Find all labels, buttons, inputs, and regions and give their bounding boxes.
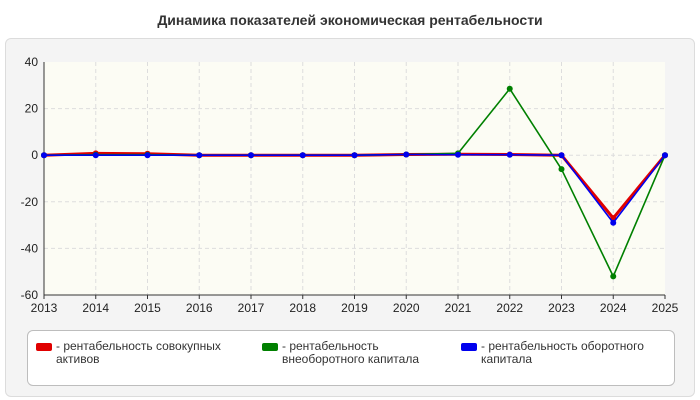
series-working-capital-point xyxy=(455,151,461,158)
x-tick-label: 2022 xyxy=(496,301,523,315)
legend-label-working-capital: - рентабельность оборотного капитала xyxy=(481,339,644,366)
y-tick-label: -40 xyxy=(21,241,39,255)
x-tick-label: 2014 xyxy=(82,301,109,315)
series-working-capital-point xyxy=(144,152,151,159)
series-working-capital-point xyxy=(351,152,358,159)
y-tick-label: -60 xyxy=(21,288,39,302)
series-fixed-capital-point xyxy=(506,85,513,92)
y-tick-label: 40 xyxy=(25,55,39,69)
series-working-capital-point xyxy=(662,152,668,159)
x-tick-label: 2015 xyxy=(134,301,161,315)
x-tick-label: 2019 xyxy=(341,301,368,315)
chart-title: Динамика показателей экономическая рента… xyxy=(157,12,543,28)
series-working-capital-point xyxy=(92,152,99,159)
series-fixed-capital-point xyxy=(610,273,617,280)
series-working-capital-point xyxy=(558,152,565,159)
series-working-capital-point xyxy=(506,151,513,158)
series-working-capital-point xyxy=(299,152,306,159)
x-tick-label: 2021 xyxy=(445,301,472,315)
series-working-capital-point xyxy=(196,152,203,159)
x-tick-label: 2020 xyxy=(393,301,420,315)
x-tick-label: 2013 xyxy=(31,301,58,315)
legend-item-fixed-capital: - рентабельность внеоборотного капитала xyxy=(262,340,442,366)
y-tick-label: 20 xyxy=(25,102,39,116)
chart-legend: - рентабельность совокупных активов - ре… xyxy=(27,330,675,386)
series-working-capital-point xyxy=(248,152,254,159)
series-working-capital-point xyxy=(610,219,617,226)
x-tick-label: 2024 xyxy=(600,301,627,315)
legend-swatch-fixed-capital xyxy=(262,343,278,351)
y-tick-label: -20 xyxy=(21,195,39,209)
y-tick-label: 0 xyxy=(31,148,38,162)
series-working-capital-point xyxy=(41,152,47,159)
legend-label-fixed-capital: - рентабельность внеоборотного капитала xyxy=(282,339,419,366)
legend-swatch-working-capital xyxy=(461,343,477,351)
x-tick-label: 2016 xyxy=(186,301,213,315)
legend-item-working-capital: - рентабельность оборотного капитала xyxy=(461,340,671,366)
x-tick-label: 2018 xyxy=(289,301,316,315)
x-tick-label: 2017 xyxy=(238,301,265,315)
series-working-capital-point xyxy=(403,151,410,158)
legend-item-total-assets: - рентабельность совокупных активов xyxy=(36,340,236,366)
x-tick-label: 2023 xyxy=(548,301,575,315)
legend-swatch-total-assets xyxy=(36,343,52,351)
series-fixed-capital-point xyxy=(558,166,565,173)
legend-label-total-assets: - рентабельность совокупных активов xyxy=(56,339,221,366)
x-tick-label: 2025 xyxy=(652,301,679,315)
